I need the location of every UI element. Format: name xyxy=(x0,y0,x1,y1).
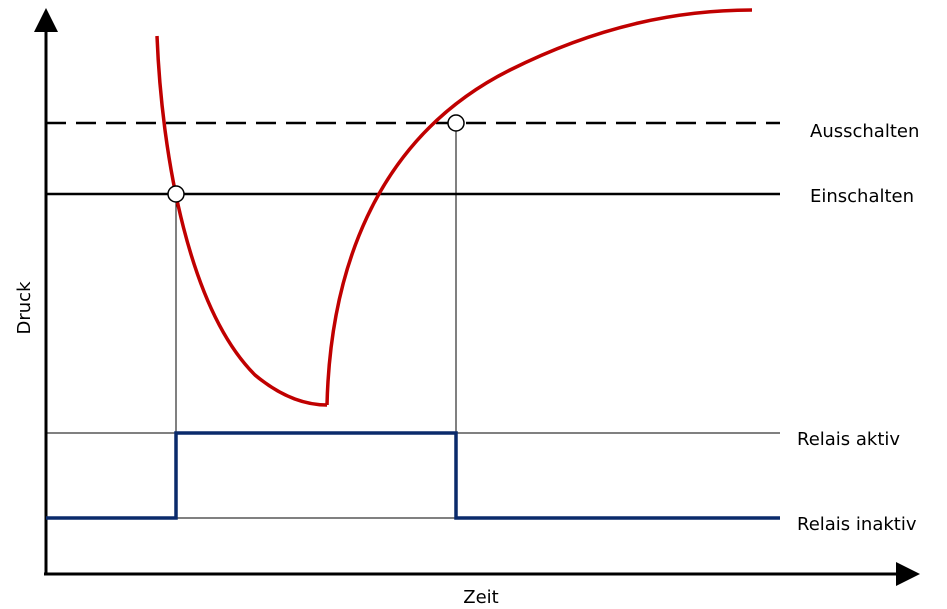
switch-off-point xyxy=(447,114,465,132)
relay-inactive-label: Relais inaktiv xyxy=(797,514,917,535)
x-axis-label: Zeit xyxy=(463,587,498,608)
switch-on-point xyxy=(167,185,185,203)
relay-signal xyxy=(46,431,780,520)
pressure-curve-falling xyxy=(155,35,328,407)
y-axis-arrowhead xyxy=(34,8,58,32)
off-threshold-label: Ausschalten xyxy=(810,121,919,142)
y-axis-label: Druck xyxy=(14,281,35,335)
x-axis-arrowhead xyxy=(896,562,920,586)
on-threshold-label: Einschalten xyxy=(810,186,914,207)
pressure-curve-rising xyxy=(325,8,753,406)
relay-active-label: Relais aktiv xyxy=(797,429,900,450)
